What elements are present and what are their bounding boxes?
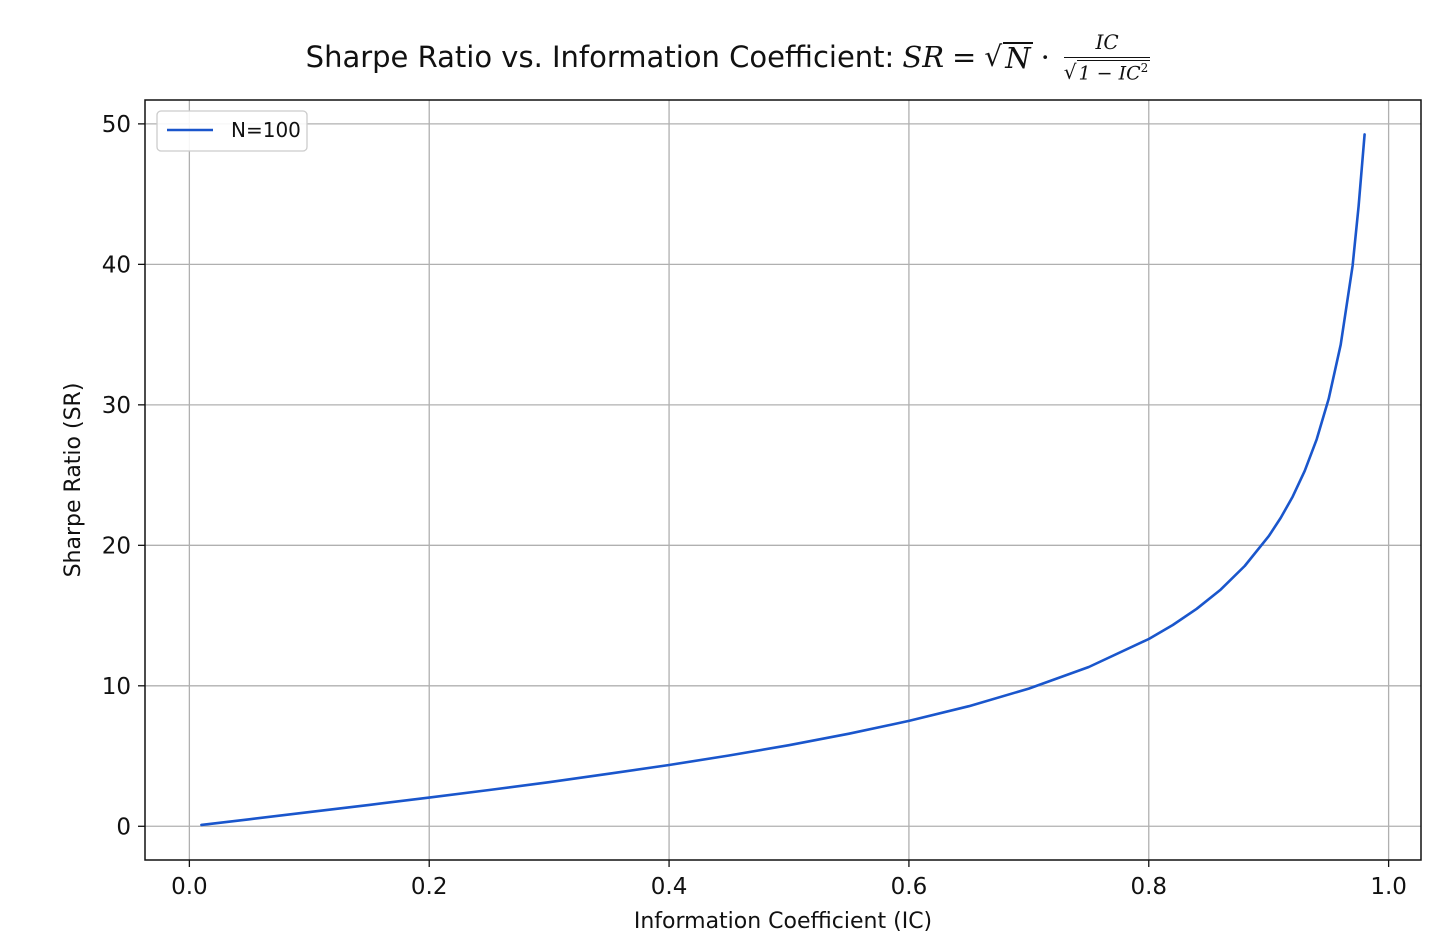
- formula-numerator: IC: [1095, 29, 1119, 54]
- legend: N=100: [156, 110, 308, 152]
- legend-label: N=100: [231, 118, 301, 142]
- formula-lhs: SR: [902, 39, 945, 74]
- formula-denominator: √ 1 − IC2: [1063, 56, 1151, 85]
- x-tick-label: 0.8: [1130, 874, 1167, 900]
- x-tick-label: 0.4: [651, 874, 688, 900]
- title-formula: SR = √ N · IC √ 1 − IC2: [902, 29, 1151, 85]
- formula-denominator-exponent: 2: [1140, 60, 1149, 75]
- legend-box: [156, 110, 308, 152]
- x-tick-label: 0.2: [411, 874, 448, 900]
- series-line-0: [200, 133, 1366, 827]
- y-tick-label: 0: [116, 814, 131, 840]
- x-tick-label: 0.0: [171, 874, 208, 900]
- chart-title: Sharpe Ratio vs. Information Coefficient…: [0, 12, 1456, 102]
- x-axis-label: Information Coefficient (IC): [634, 909, 932, 934]
- formula-sqrt: √ N: [984, 40, 1033, 76]
- series-layer: [200, 133, 1366, 827]
- x-tick-label: 1.0: [1370, 874, 1407, 900]
- y-tick-label: 20: [102, 533, 131, 559]
- formula-denominator-argument: 1 − IC2: [1076, 59, 1151, 85]
- y-tick-label: 50: [102, 112, 131, 138]
- formula-denominator-text: 1 − IC: [1078, 62, 1141, 85]
- plot-frame: [144, 99, 1422, 861]
- formula-sqrt-symbol: √: [984, 40, 1003, 74]
- formula-denominator-sqrt-symbol: √: [1063, 60, 1077, 85]
- grid-lines: [145, 100, 1421, 860]
- x-tick-label: 0.6: [891, 874, 928, 900]
- axis-ticks: [138, 123, 1390, 867]
- y-axis-label: Sharpe Ratio (SR): [61, 383, 86, 578]
- tick-labels: 0.0 0.2 0.4 0.6 0.8 1.0 0 10 20 30 40 50: [102, 112, 1407, 900]
- y-tick-label: 10: [102, 674, 131, 700]
- formula-equals: =: [952, 39, 977, 74]
- chart-title-text: Sharpe Ratio vs. Information Coefficient…: [305, 40, 895, 74]
- formula-fraction: IC √ 1 − IC2: [1063, 29, 1151, 85]
- formula-dot: ·: [1040, 39, 1050, 74]
- formula-sqrt-argument: N: [1003, 41, 1033, 76]
- y-tick-label: 40: [102, 252, 131, 278]
- y-tick-label: 30: [102, 393, 131, 419]
